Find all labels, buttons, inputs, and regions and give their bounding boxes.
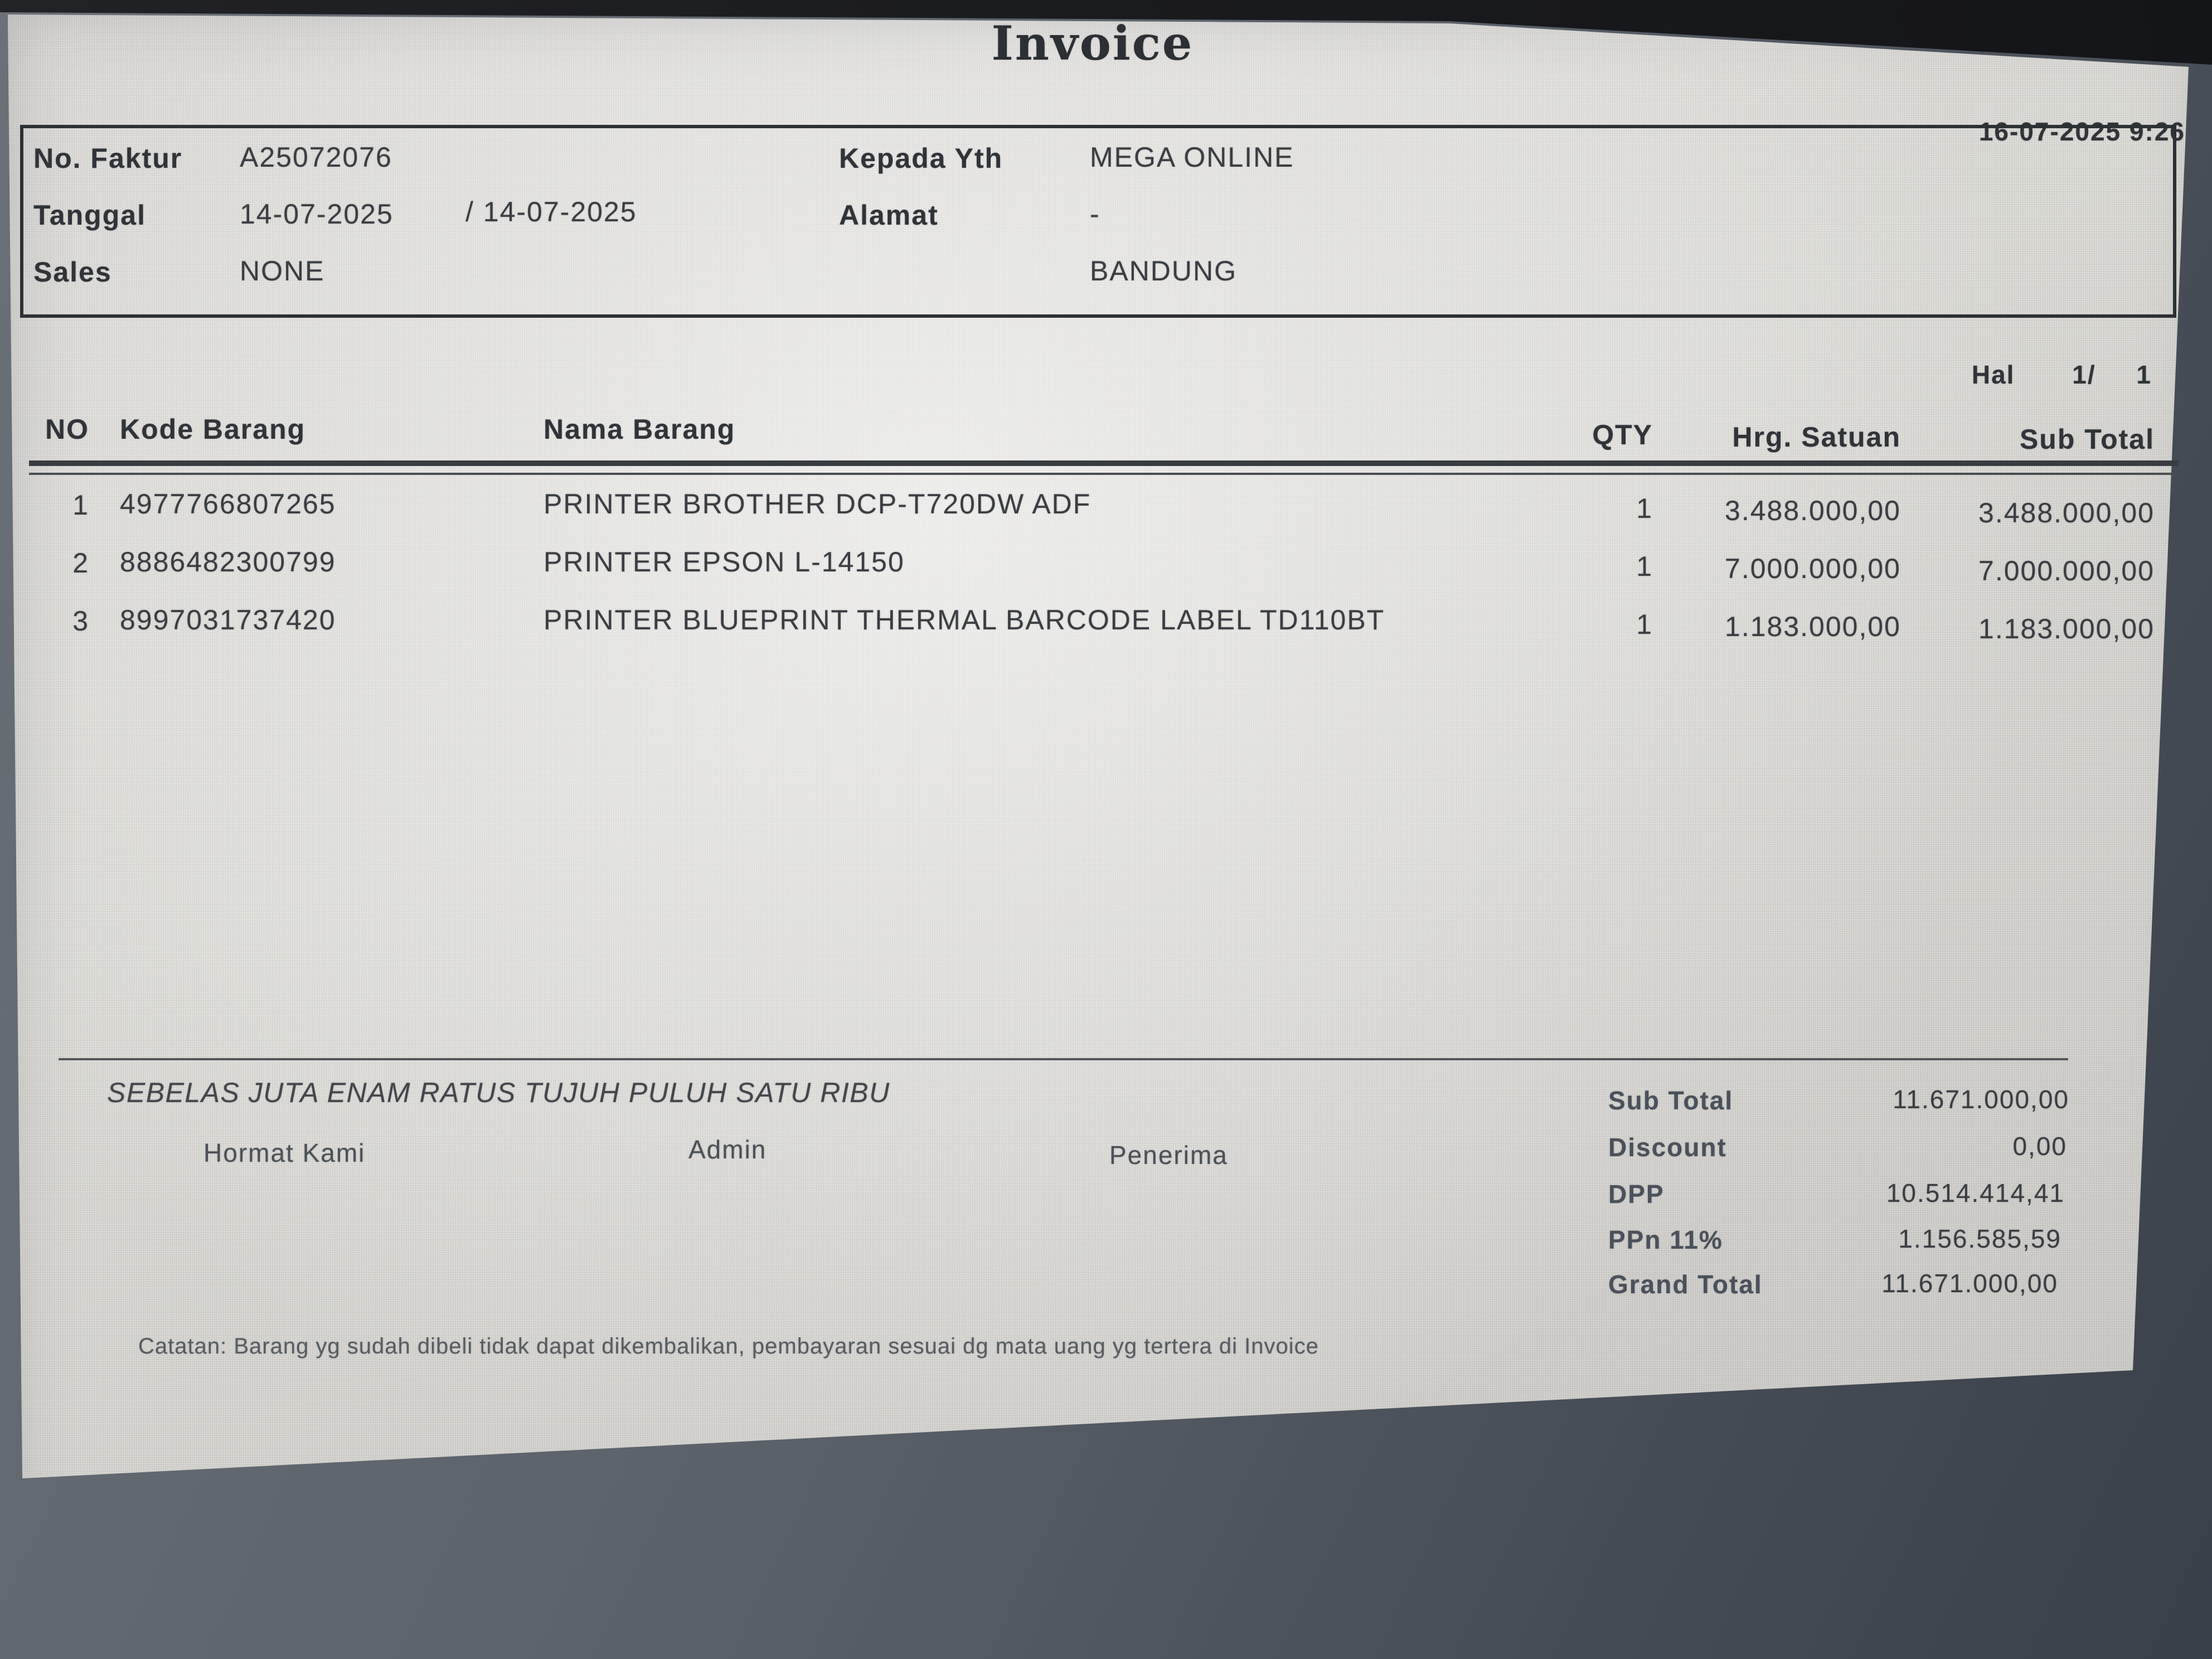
print-datetime: 16-07-2025 9:26 — [1978, 117, 2185, 146]
faktur-label: No. Faktur — [33, 143, 183, 174]
amount-in-words: SEBELAS JUTA ENAM RATUS TUJUH PULUH SATU… — [107, 1077, 890, 1108]
row-kode: 4977766807265 — [120, 488, 336, 520]
row-no: 3 — [72, 605, 89, 637]
row-hrg: 3.488.000,00 — [1725, 495, 1901, 526]
signature-admin: Admin — [688, 1135, 767, 1164]
kepada-label: Kepada Yth — [839, 143, 1003, 174]
row-qty: 1 — [1636, 551, 1653, 582]
page-indicator: Hal 1/ 1 — [1895, 360, 2152, 390]
col-header-kode: Kode Barang — [120, 414, 306, 445]
sales-label: Sales — [33, 256, 112, 288]
signature-penerima: Penerima — [1109, 1141, 1228, 1170]
tanggal-label: Tanggal — [33, 200, 146, 231]
row-nama: PRINTER EPSON L-14150 — [544, 546, 905, 578]
page-total: 1 — [2136, 360, 2152, 389]
signature-hormat-kami: Hormat Kami — [203, 1138, 366, 1167]
row-nama: PRINTER BLUEPRINT THERMAL BARCODE LABEL … — [544, 604, 1385, 636]
table-header-rule-thin — [29, 473, 2179, 475]
page-indicator-label: Hal — [1971, 360, 2015, 389]
row-subtotal: 7.000.000,00 — [1978, 555, 2155, 586]
col-header-qty: QTY — [1592, 419, 1653, 450]
row-kode: 8886482300799 — [120, 546, 336, 578]
kepada-value: MEGA ONLINE — [1090, 142, 1294, 173]
faktur-value: A25072076 — [240, 142, 392, 173]
summary-label: Grand Total — [1608, 1270, 1763, 1299]
row-qty: 1 — [1636, 609, 1653, 640]
tanggal-value: 14-07-2025 — [240, 198, 394, 230]
footer-rule — [59, 1058, 2068, 1060]
row-hrg: 1.183.000,00 — [1725, 611, 1901, 642]
table-header-rule-thick — [29, 460, 2179, 466]
row-subtotal: 1.183.000,00 — [1978, 613, 2155, 644]
kota-value: BANDUNG — [1090, 255, 1238, 287]
summary-label: Discount — [1608, 1133, 1727, 1162]
row-qty: 1 — [1636, 493, 1653, 524]
sales-value: NONE — [240, 255, 325, 287]
invoice-title: Invoice — [991, 16, 1194, 71]
col-header-nama: Nama Barang — [544, 414, 736, 445]
tanggal-due-value: / 14-07-2025 — [465, 196, 637, 227]
col-header-sub: Sub Total — [2019, 424, 2155, 455]
row-no: 2 — [72, 547, 89, 579]
alamat-value: - — [1090, 198, 1100, 230]
row-kode: 8997031737420 — [120, 604, 336, 636]
row-subtotal: 3.488.000,00 — [1978, 497, 2155, 528]
alamat-label: Alamat — [839, 200, 939, 231]
col-header-hrg: Hrg. Satuan — [1732, 421, 1901, 453]
page-current: 1/ — [2072, 360, 2096, 389]
summary-label: Sub Total — [1608, 1086, 1734, 1115]
col-header-no: NO — [45, 414, 89, 445]
summary-value: 10.514.414,41 — [1886, 1178, 2065, 1207]
summary-value: 11.671.000,00 — [1893, 1085, 2069, 1114]
summary-label: PPn 11% — [1608, 1225, 1723, 1254]
row-nama: PRINTER BROTHER DCP-T720DW ADF — [544, 488, 1092, 520]
summary-label: DPP — [1608, 1180, 1665, 1209]
invoice-info-box — [20, 125, 2176, 318]
row-no: 1 — [72, 489, 89, 521]
invoice-note: Catatan: Barang yg sudah dibeli tidak da… — [138, 1334, 1319, 1359]
summary-value: 1.156.585,59 — [1898, 1224, 2061, 1253]
summary-value: 11.671.000,00 — [1881, 1269, 2058, 1298]
row-hrg: 7.000.000,00 — [1725, 553, 1901, 584]
summary-value: 0,00 — [2012, 1132, 2067, 1161]
